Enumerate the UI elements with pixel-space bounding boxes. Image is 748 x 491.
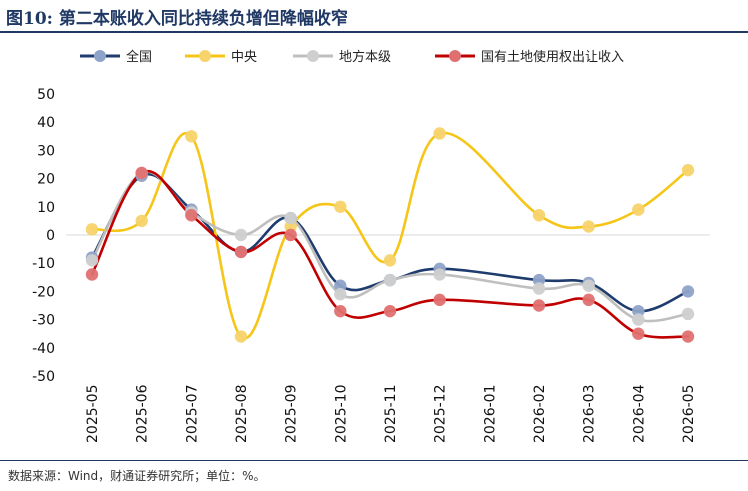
data-point-marker [582,279,595,292]
data-point-marker [234,228,248,242]
y-tick-label: 10 [37,200,55,216]
data-point-marker [681,163,695,177]
data-point-marker [582,220,595,233]
data-point-marker [681,307,695,321]
data-point-marker [632,203,645,216]
legend-marker [199,50,211,62]
data-point-marker [334,304,347,318]
legend-label: 国有土地使用权出让收入 [481,49,624,65]
data-point-marker [334,200,347,213]
data-point-marker [185,209,198,222]
y-tick-label: -40 [32,341,55,357]
legend-label: 中央 [231,50,257,65]
data-point-marker [681,285,695,298]
legend-item: 地方本级 [293,49,391,65]
legend-item: 国有土地使用权出让收入 [435,49,624,65]
x-tick-label: 2025-08 [234,385,250,444]
chart-title: 图10: 第二本账收入同比持续负增但降幅收窄 [6,9,348,29]
data-point-marker [383,254,397,267]
data-point-marker [632,327,645,340]
y-tick-label: 0 [46,228,55,244]
legend-item: 全国 [80,49,152,65]
x-tick-label: 2025-06 [135,384,151,443]
data-point-marker [85,254,99,267]
title-rule [0,31,748,33]
data-point-marker [632,313,645,326]
series-line-2 [90,170,690,323]
x-tick-label: 2025-07 [184,385,200,444]
x-tick-label: 2025-10 [333,385,349,444]
legend-marker [94,50,106,62]
data-point-marker [532,282,546,295]
footer-rule [0,460,748,461]
data-point-marker [681,330,695,343]
data-point-marker [383,273,397,287]
x-tick-label: 2026-01 [482,384,498,443]
data-point-marker [582,293,595,307]
x-tick-label: 2025-11 [383,385,399,444]
data-point-marker [135,214,148,228]
y-axis: 50 40 30 20 10 0 -10 -20 -30 -40 -50 [32,87,710,385]
x-tick-label: 2025-12 [433,385,449,444]
y-tick-label: 50 [37,87,55,103]
x-tick-label: 2026-04 [631,384,647,443]
y-tick-label: 20 [37,172,55,188]
legend-label: 全国 [126,49,152,65]
x-tick-label: 2026-05 [681,385,697,444]
x-tick-label: 2026-03 [582,385,598,444]
source-note: 数据来源：Wind，财通证券研究所；单位：%。 [8,469,266,483]
series-markers [85,127,695,343]
legend-item: 中央 [185,50,257,65]
data-point-marker [433,293,446,307]
data-point-marker [234,245,248,259]
data-point-marker [284,228,297,242]
title-bar: 图10: 第二本账收入同比持续负增但降幅收窄 [0,0,748,33]
data-point-marker [284,211,297,225]
y-tick-label: -20 [32,284,55,300]
data-point-marker [334,288,347,301]
data-point-marker [135,166,148,180]
data-point-marker [85,268,99,281]
y-tick-label: 30 [37,143,55,159]
legend-marker [449,50,461,62]
x-axis: 2025-05 2025-06 2025-07 2025-08 2025-09 2025-… [85,384,697,443]
y-tick-label: -30 [32,313,55,329]
data-point-marker [234,330,248,343]
data-point-marker [85,223,99,236]
y-tick-label: -10 [32,256,55,272]
y-tick-label: -50 [32,369,55,385]
x-tick-label: 2025-05 [85,385,101,444]
data-point-marker [383,304,397,318]
data-point-marker [433,268,446,281]
legend: 全国 中央 地方本级 国有土地使用权出让收入 [80,49,624,65]
data-point-marker [532,209,546,222]
x-tick-label: 2026-02 [532,385,548,444]
legend-label: 地方本级 [339,49,391,65]
data-point-marker [532,299,546,312]
y-tick-label: 40 [37,115,55,131]
legend-marker [307,50,319,62]
data-point-marker [433,127,446,140]
data-point-marker [185,130,198,143]
x-tick-label: 2025-09 [284,385,300,444]
line-chart: 全国 中央 地方本级 国有土地使用权出让收入 50 40 30 20 10 0 -10 -20 -30… [32,49,710,443]
